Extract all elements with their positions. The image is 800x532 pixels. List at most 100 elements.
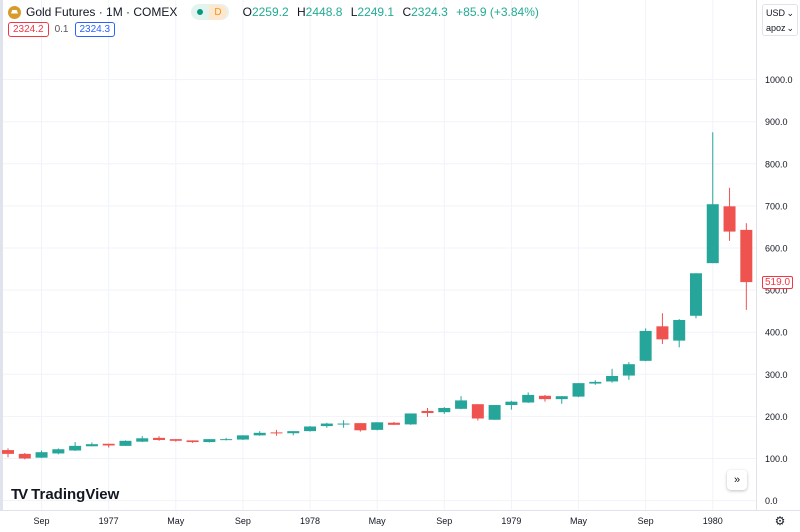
candle-body — [471, 404, 484, 419]
low-label: L — [350, 5, 358, 19]
candle — [622, 362, 635, 380]
candle — [136, 436, 149, 443]
symbol-title[interactable]: Gold Futures · 1M · COMEX — [26, 5, 178, 19]
candle-body — [169, 439, 182, 441]
candle-body — [455, 400, 468, 409]
candle-body — [186, 440, 199, 443]
candle-body — [538, 395, 551, 400]
close-label: C — [402, 5, 412, 19]
candle-body — [52, 449, 65, 454]
price-tick-label: 700.0 — [765, 201, 788, 211]
candle-body — [337, 423, 350, 425]
price-tick-label: 800.0 — [765, 159, 788, 169]
delayed-badge: D — [209, 4, 227, 20]
time-tick-label: Sep — [436, 516, 452, 526]
candle-body — [622, 364, 635, 376]
candle — [287, 431, 300, 436]
candle — [421, 407, 434, 417]
chevron-down-icon: ⌄ — [786, 8, 794, 18]
gold-symbol-logo-icon — [8, 5, 21, 19]
candle — [723, 187, 736, 241]
market-status-badge[interactable]: D — [191, 4, 229, 20]
high-value: 2448.8 — [305, 5, 343, 19]
candle — [689, 273, 702, 319]
candle-body — [102, 443, 115, 446]
price-tick-label: 200.0 — [765, 412, 788, 422]
unit-select[interactable]: apoz ⌄ — [762, 20, 798, 36]
candle — [639, 328, 652, 362]
close-value: 2324.3 — [411, 5, 448, 19]
candle-body — [387, 422, 400, 425]
candle-body — [253, 432, 266, 436]
scroll-to-realtime-button[interactable]: » — [727, 470, 747, 490]
candle-body — [589, 381, 602, 384]
candle — [102, 443, 115, 448]
chevron-down-icon: ⌄ — [786, 23, 794, 33]
time-tick-label: 1979 — [501, 516, 521, 526]
candle-body — [639, 330, 652, 361]
candle — [85, 442, 98, 447]
candle — [538, 394, 551, 402]
bid-ask-row: 2324.2 0.1 2324.3 — [8, 22, 116, 37]
candle — [404, 413, 417, 425]
candle-body — [656, 326, 669, 340]
candle — [304, 426, 317, 432]
time-axis[interactable]: Sep 1977 May Sep 1978 May Sep 1979 May Sep 1980 — [34, 516, 723, 526]
candle-body — [304, 426, 317, 432]
price-tick-label: 0.0 — [765, 496, 778, 506]
candle-body — [136, 438, 149, 442]
candle-body — [438, 407, 451, 413]
candle — [572, 383, 585, 398]
candle-body — [606, 375, 619, 382]
currency-select[interactable]: USD ⌄ — [762, 4, 798, 20]
candle-body — [35, 452, 48, 458]
price-axis[interactable]: 0.0 100.0 200.0 300.0 400.0 500.0 600.0 700.0 80… — [765, 75, 793, 506]
candle — [656, 313, 669, 344]
candle — [69, 442, 82, 451]
price-tick-label: 600.0 — [765, 244, 788, 254]
candle-body — [404, 413, 417, 425]
time-tick-label: Sep — [638, 516, 654, 526]
grid — [0, 0, 756, 510]
high-label: H — [297, 5, 306, 19]
candle-body — [488, 405, 501, 420]
candle — [555, 396, 568, 404]
ask-price-button[interactable]: 2324.3 — [74, 22, 116, 37]
tradingview-logo[interactable]: TV TradingView — [11, 486, 119, 503]
candle-body — [287, 431, 300, 434]
price-tick-label: 400.0 — [765, 328, 788, 338]
symbol-legend[interactable]: Gold Futures · 1M · COMEX D O2259.2 H244… — [8, 4, 544, 20]
time-tick-label: 1977 — [99, 516, 119, 526]
candle-body — [505, 401, 518, 406]
candle-body — [18, 453, 31, 459]
candle — [505, 400, 518, 410]
bid-price-button[interactable]: 2324.2 — [8, 22, 49, 37]
candle — [186, 440, 199, 443]
left-edge — [0, 0, 3, 510]
time-tick-label: May — [570, 516, 588, 526]
candle-body — [119, 440, 132, 446]
unit-value: apoz — [766, 23, 786, 33]
candle — [2, 448, 14, 458]
market-open-dot-icon — [197, 9, 204, 15]
candle — [589, 380, 602, 385]
candle-body — [69, 445, 82, 451]
candle — [471, 404, 484, 421]
time-tick-label: May — [369, 516, 387, 526]
price-tick-label: 300.0 — [765, 370, 788, 380]
candle — [153, 436, 166, 441]
candle-body — [706, 204, 719, 264]
candle — [169, 439, 182, 442]
settings-icon[interactable]: ⚙ — [774, 514, 786, 528]
candle — [438, 407, 451, 414]
candle-body — [371, 422, 384, 430]
candle — [253, 431, 266, 436]
candle — [354, 423, 367, 432]
candle-body — [522, 394, 535, 403]
open-label: O — [242, 5, 252, 19]
candle — [606, 368, 619, 383]
candle — [706, 132, 719, 264]
candle — [52, 448, 65, 455]
candle — [236, 435, 249, 440]
